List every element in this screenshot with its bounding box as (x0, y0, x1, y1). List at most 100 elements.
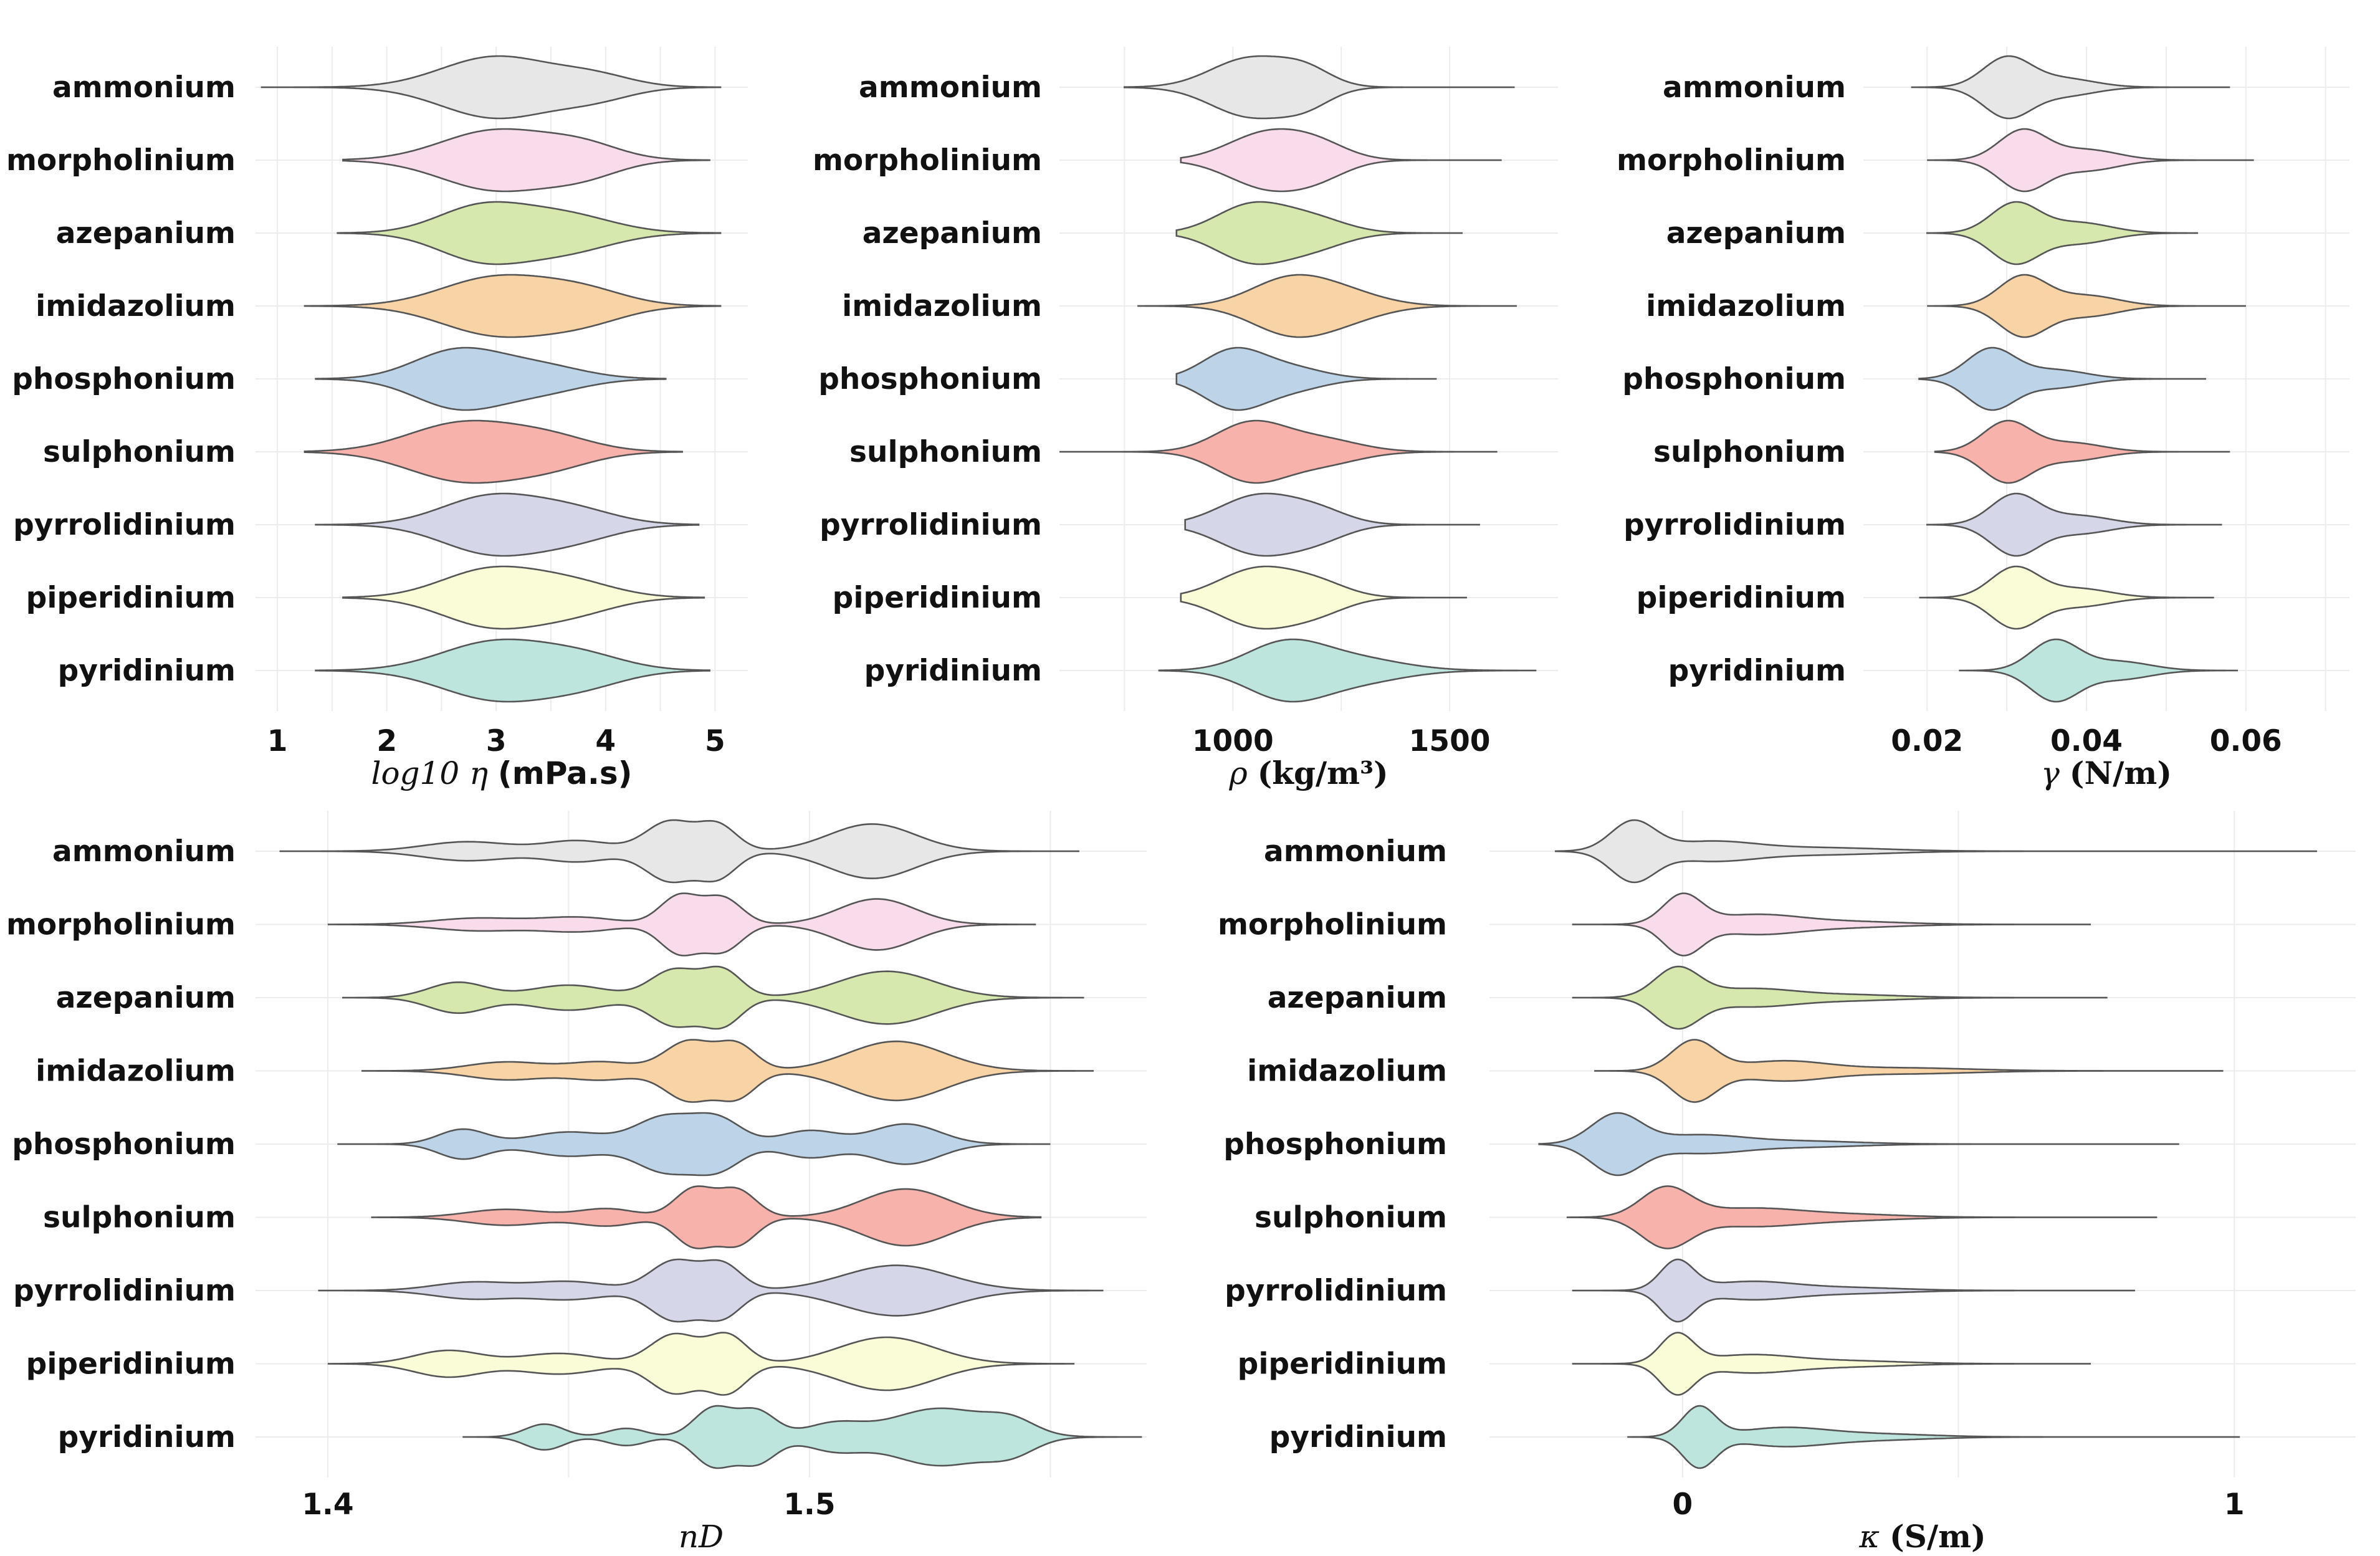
category-label: azepanium (56, 981, 236, 1015)
category-label: imidazolium (36, 1054, 236, 1089)
category-label: pyrrolidinium (13, 1274, 236, 1308)
x-tick-label: 0 (1673, 1487, 1693, 1522)
category-label: azepanium (1268, 981, 1447, 1015)
violin-pyridinium (315, 638, 710, 703)
category-label: piperidinium (26, 1347, 236, 1382)
panel-refractive-index: ammonium morpholinium azepanium imidazolium… (6, 811, 1147, 1555)
category-label: azepanium (56, 216, 236, 251)
category-label: imidazolium (842, 289, 1042, 323)
violin-imidazolium (361, 1039, 1094, 1103)
violin-ammonium (260, 55, 722, 120)
violin-piperidinium (1180, 565, 1467, 630)
category-label: piperidinium (1238, 1347, 1447, 1382)
violin-ammonium (1554, 819, 2317, 884)
category-label: piperidinium (1637, 581, 1846, 615)
violin-ammonium (1911, 55, 2230, 120)
x-tick-label: 0.02 (1891, 724, 1963, 758)
violin-imidazolium (1137, 274, 1517, 338)
axis-title: nD (679, 1519, 724, 1555)
x-tick-label: 1000 (1192, 724, 1274, 758)
violin-pyrrolidinium (315, 492, 700, 557)
category-label: phosphonium (12, 1127, 236, 1162)
axis-title: κ (S/m) (1858, 1518, 1986, 1555)
category-label: sulphonium (1255, 1201, 1447, 1235)
category-label: phosphonium (818, 362, 1042, 396)
x-tick-label: 2 (376, 724, 397, 758)
panel-density: ammonium morpholinium azepanium imidazolium… (813, 47, 1558, 791)
axis-title: γ (N/m) (2041, 755, 2172, 791)
violin-pyrrolidinium (1572, 1258, 2135, 1323)
violin-pyridinium (1627, 1405, 2240, 1469)
category-label: phosphonium (1622, 362, 1846, 396)
category-label: pyridinium (1269, 1420, 1447, 1454)
category-label: phosphonium (12, 362, 236, 396)
category-label: ammonium (52, 70, 236, 105)
axis-title: log10 η (mPa.s) (371, 755, 632, 791)
violin-ammonium (1124, 55, 1515, 120)
category-label: phosphonium (1223, 1127, 1447, 1162)
violin-sulphonium (303, 419, 683, 484)
category-label: piperidinium (26, 581, 236, 615)
category-label: ammonium (52, 834, 236, 869)
category-label: pyridinium (864, 654, 1042, 688)
violin-piperidinium (1572, 1332, 2091, 1396)
x-tick-label: 4 (595, 724, 616, 758)
category-label: imidazolium (1247, 1054, 1447, 1089)
violin-pyridinium (1158, 638, 1537, 703)
violin-morpholinium (327, 892, 1036, 957)
category-label: pyridinium (1668, 654, 1846, 688)
category-label: sulphonium (849, 435, 1042, 469)
category-label: morpholinium (6, 908, 236, 942)
violin-azepanium (1572, 965, 2108, 1030)
x-tick-label: 3 (486, 724, 507, 758)
violin-pyridinium (1959, 638, 2238, 703)
x-tick-label: 1.5 (783, 1487, 835, 1522)
category-label: ammonium (859, 70, 1042, 105)
category-label: pyrrolidinium (1623, 508, 1846, 542)
violin-phosphonium (1918, 346, 2206, 411)
violin-imidazolium (1594, 1039, 2224, 1103)
x-tick-label: 1 (2224, 1487, 2245, 1522)
category-label: pyridinium (58, 654, 236, 688)
category-label: imidazolium (1646, 289, 1846, 323)
panel-surface-tension: ammonium morpholinium azepanium imidazolium… (1617, 47, 2349, 791)
violin-phosphonium (337, 1112, 1051, 1177)
violin-ammonium (279, 819, 1079, 884)
x-tick-label: 1 (267, 724, 288, 758)
category-label: pyrrolidinium (13, 508, 236, 542)
x-tick-label: 0.04 (2050, 724, 2123, 758)
category-label: sulphonium (43, 1201, 236, 1235)
x-tick-label: 1500 (1409, 724, 1491, 758)
violin-pyridinium (462, 1405, 1142, 1469)
violin-piperidinium (327, 1332, 1075, 1396)
violin-piperidinium (1919, 565, 2214, 630)
panel-viscosity: ammonium morpholinium azepanium imidazolium… (6, 47, 748, 791)
category-label: ammonium (1264, 834, 1447, 869)
violin-morpholinium (1927, 128, 2254, 193)
x-tick-label: 1.4 (302, 1487, 353, 1522)
violin-azepanium (337, 201, 722, 265)
category-label: morpholinium (1218, 908, 1447, 942)
category-label: azepanium (1666, 216, 1846, 251)
panel-conductivity: ammonium morpholinium azepanium imidazolium… (1218, 811, 2356, 1555)
violin-phosphonium (1175, 346, 1437, 411)
category-label: pyrrolidinium (820, 508, 1042, 542)
violin-sulphonium (1566, 1185, 2158, 1249)
category-label: sulphonium (1653, 435, 1846, 469)
x-tick-label: 5 (705, 724, 725, 758)
category-label: ammonium (1663, 70, 1846, 105)
violin-piperidinium (342, 565, 705, 630)
violin-sulphonium (1934, 419, 2230, 484)
violin-morpholinium (1572, 892, 2091, 957)
category-label: imidazolium (36, 289, 236, 323)
violin-sulphonium (1059, 419, 1498, 484)
category-label: morpholinium (6, 143, 236, 178)
violin-pyrrolidinium (1926, 492, 2222, 557)
category-label: pyridinium (58, 1420, 236, 1454)
violin-pyrrolidinium (318, 1258, 1104, 1323)
category-label: azepanium (863, 216, 1042, 251)
category-label: piperidinium (833, 581, 1042, 615)
violin-phosphonium (315, 346, 667, 411)
category-label: pyrrolidinium (1225, 1274, 1447, 1308)
violin-phosphonium (1538, 1112, 2179, 1177)
